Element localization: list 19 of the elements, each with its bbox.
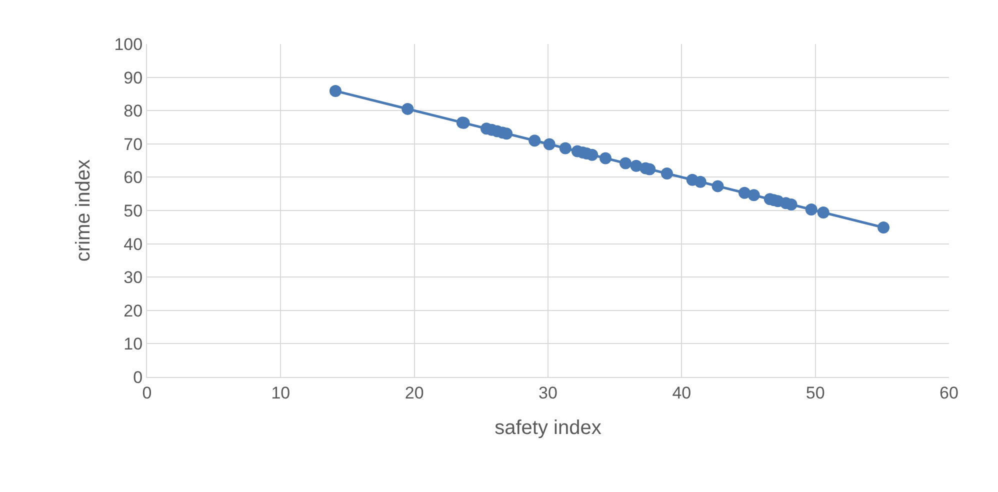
y-axis-title: crime index <box>72 159 95 262</box>
y-tick-label: 10 <box>124 334 143 354</box>
x-tick-label: 30 <box>538 383 558 402</box>
y-tick-label: 60 <box>124 168 143 188</box>
y-tick-label: 90 <box>124 68 143 88</box>
x-tick-label: 60 <box>940 383 958 402</box>
y-tick-label: 30 <box>124 268 143 288</box>
x-axis-title: safety index <box>494 416 602 439</box>
y-tick-label: 100 <box>114 34 143 54</box>
y-tick-label: 70 <box>124 134 143 154</box>
y-tick-label: 40 <box>124 234 143 254</box>
x-tick-label: 20 <box>404 383 424 402</box>
x-tick-label: 10 <box>271 383 290 402</box>
x-tick-label: 40 <box>672 383 692 402</box>
y-tick-label: 20 <box>124 301 143 320</box>
y-tick-label: 0 <box>133 368 143 387</box>
x-tick-label: 50 <box>806 383 825 402</box>
y-tick-label: 80 <box>124 102 143 121</box>
y-tick-label: 50 <box>124 201 143 220</box>
